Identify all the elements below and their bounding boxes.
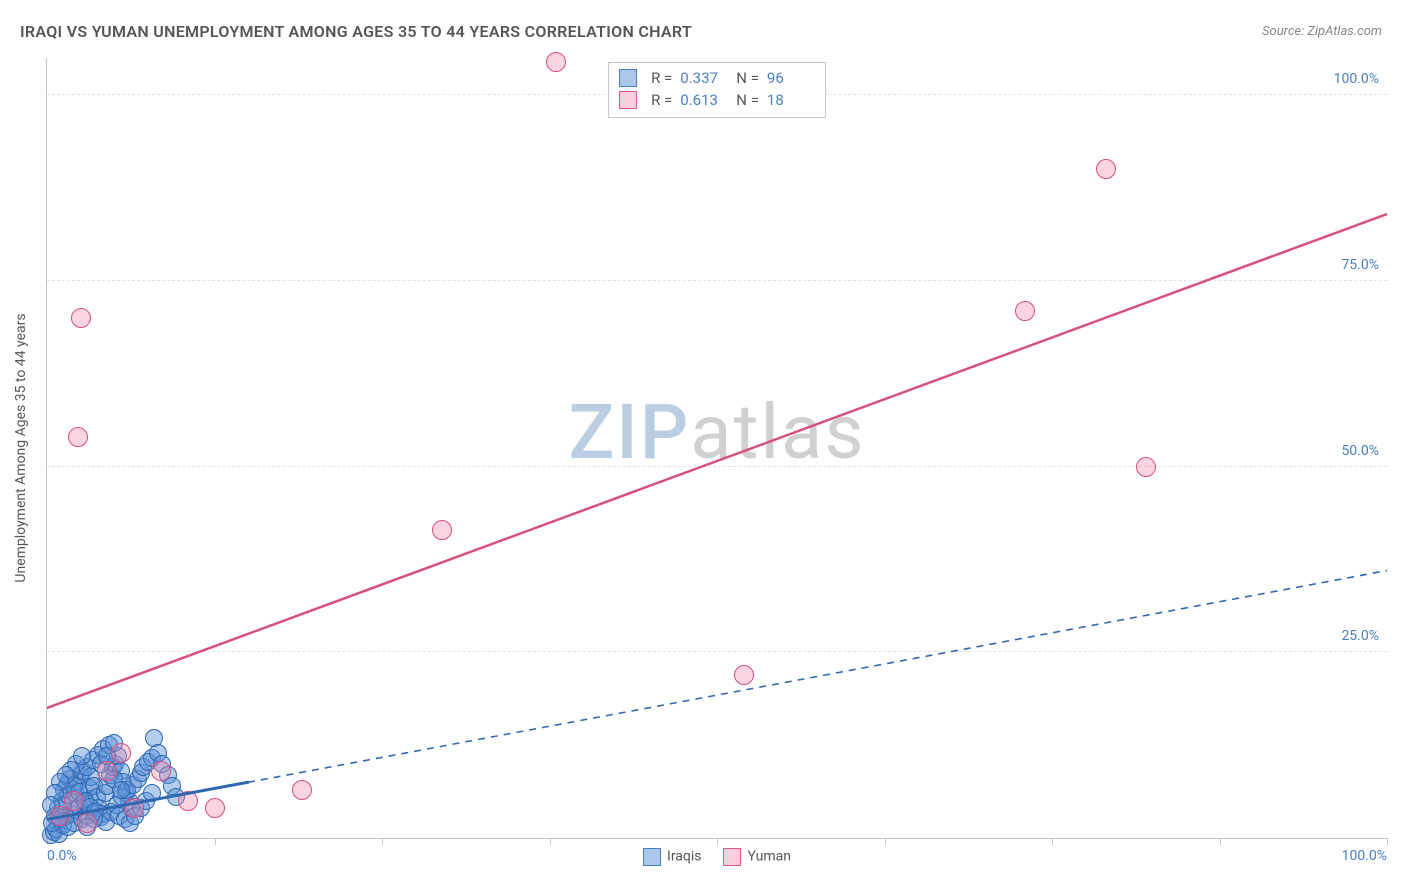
trend-lines (47, 58, 1387, 838)
source-attribution: Source: ZipAtlas.com (1262, 24, 1382, 39)
chart-title: IRAQI VS YUMAN UNEMPLOYMENT AMONG AGES 3… (20, 22, 692, 41)
x-tick-label: 100.0% (1342, 848, 1387, 864)
correlation-stats-box: R = 0.337 N = 96 R = 0.613 N = 18 (608, 62, 826, 118)
plot-area: Unemployment Among Ages 35 to 44 years Z… (46, 58, 1387, 839)
point-yuman (432, 520, 452, 540)
x-tick (1052, 838, 1053, 845)
stats-row-iraqis: R = 0.337 N = 96 (619, 67, 815, 89)
point-yuman (68, 427, 88, 447)
y-tick-label: 50.0% (1341, 443, 1379, 459)
point-iraqis (112, 781, 130, 799)
legend: Iraqis Yuman (643, 848, 791, 866)
point-yuman (1096, 159, 1116, 179)
point-yuman (151, 761, 171, 781)
point-yuman (546, 52, 566, 72)
x-tick (382, 838, 383, 845)
point-yuman (97, 761, 117, 781)
point-yuman (1136, 457, 1156, 477)
x-tick (1220, 838, 1221, 845)
legend-item-iraqis: Iraqis (643, 848, 701, 866)
x-tick (215, 838, 216, 845)
point-yuman (292, 780, 312, 800)
legend-item-yuman: Yuman (724, 848, 791, 866)
x-tick-label: 0.0% (47, 848, 77, 864)
x-tick (1387, 838, 1388, 845)
gridline (47, 466, 1387, 467)
x-tick (717, 838, 718, 845)
y-axis-label: Unemployment Among Ages 35 to 44 years (13, 313, 29, 582)
watermark: ZIPatlas (568, 387, 865, 477)
point-yuman (1015, 301, 1035, 321)
swatch-icon (619, 91, 637, 109)
swatch-icon (724, 848, 742, 866)
point-yuman (77, 813, 97, 833)
y-tick-label: 75.0% (1341, 257, 1379, 273)
swatch-icon (619, 69, 637, 87)
stats-row-yuman: R = 0.613 N = 18 (619, 89, 815, 111)
x-tick (550, 838, 551, 845)
point-yuman (205, 798, 225, 818)
point-yuman (178, 791, 198, 811)
x-tick (885, 838, 886, 845)
swatch-icon (643, 848, 661, 866)
y-tick-label: 25.0% (1341, 628, 1379, 644)
gridline (47, 651, 1387, 652)
point-yuman (64, 791, 84, 811)
point-yuman (71, 308, 91, 328)
point-yuman (111, 743, 131, 763)
point-yuman (734, 665, 754, 685)
point-yuman (124, 798, 144, 818)
point-iraqis (143, 784, 161, 802)
y-tick-label: 100.0% (1334, 71, 1379, 87)
gridline (47, 280, 1387, 281)
